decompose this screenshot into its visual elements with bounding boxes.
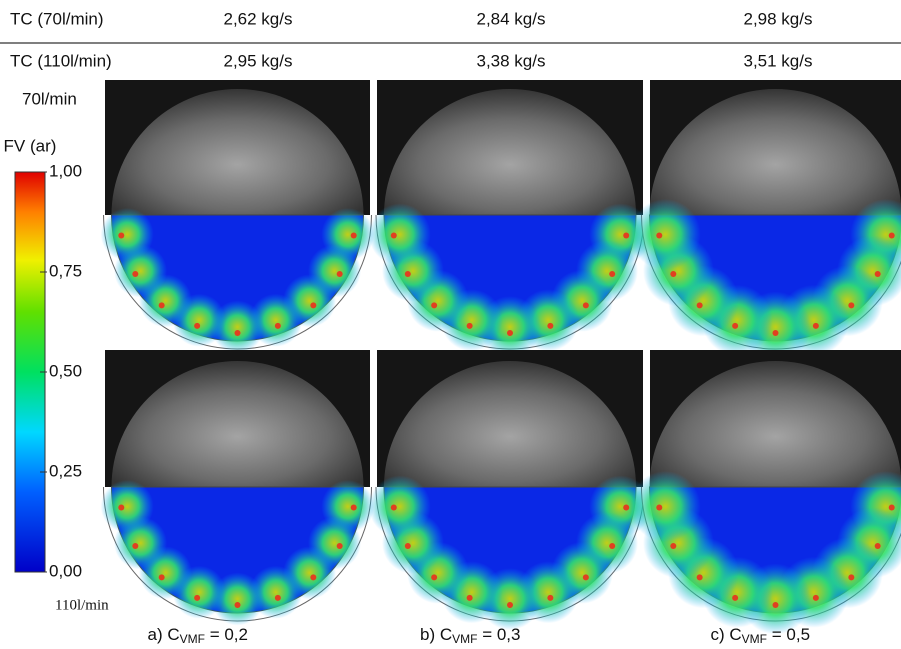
colorbar-tick-label: 0,25 [49, 461, 82, 480]
cfd-jet [467, 595, 473, 601]
cfd-jet [697, 574, 703, 580]
cfd-jet [337, 543, 343, 549]
cfd-jet [813, 595, 819, 601]
colorbar-tick-label: 0,00 [49, 561, 82, 580]
cfd-jet [118, 504, 124, 510]
cfd-jet [583, 302, 589, 308]
cfd-jet [656, 232, 662, 238]
cfd-jet [609, 271, 615, 277]
row-label: TC (70l/min) [10, 9, 104, 28]
cfd-plume [369, 203, 431, 265]
cfd-jet [310, 302, 316, 308]
flow-rate: 2,84 kg/s [477, 9, 546, 28]
caption-part: VMF [180, 632, 205, 646]
cfd-jet [623, 232, 629, 238]
caption-part: = 0,5 [767, 625, 810, 644]
cfd-jet [132, 543, 138, 549]
colorbar-tick-label: 0,50 [49, 361, 82, 380]
cfd-plume [630, 199, 701, 270]
cfd-plume [369, 475, 431, 537]
flow-rate: 2,62 kg/s [224, 9, 293, 28]
flow-rate: 3,38 kg/s [477, 51, 546, 70]
cfd-jet [235, 330, 241, 336]
cfd-jet [848, 302, 854, 308]
cfd-jet [431, 574, 437, 580]
caption: a) CVMF = 0,2 [148, 625, 248, 646]
cfd-jet [656, 504, 662, 510]
cfd-jet [547, 595, 553, 601]
cfd-jet [275, 323, 281, 329]
cfd-jet [507, 602, 513, 608]
cfd-jet [431, 302, 437, 308]
cfd-jet [405, 271, 411, 277]
caption-part: b) C [420, 625, 452, 644]
caption-part: VMF [452, 632, 477, 646]
cfd-jet [194, 595, 200, 601]
cfd-jet [337, 271, 343, 277]
flow-rate: 3,51 kg/s [744, 51, 813, 70]
cfd-plume [101, 480, 154, 533]
cfd-jet [848, 574, 854, 580]
cfd-jet [697, 302, 703, 308]
cfd-jet [889, 504, 895, 510]
cfd-jet [583, 574, 589, 580]
flow-label: 110l/min [55, 597, 109, 613]
cfd-jet [670, 271, 676, 277]
cfd-jet [310, 574, 316, 580]
cfd-jet [275, 595, 281, 601]
cfd-jet [391, 232, 397, 238]
cfd-jet [773, 330, 779, 336]
caption-part: = 0,2 [205, 625, 248, 644]
cfd-jet [351, 504, 357, 510]
caption-part: VMF [742, 632, 767, 646]
caption-part: a) C [148, 625, 180, 644]
cfd-jet [405, 543, 411, 549]
cfd-jet [875, 271, 881, 277]
caption: b) CVMF = 0,3 [420, 625, 520, 646]
cfd-jet [813, 323, 819, 329]
colorbar-tick-label: 1,00 [49, 161, 82, 180]
cfd-jet [875, 543, 881, 549]
caption-part: = 0,3 [477, 625, 520, 644]
cfd-jet [467, 323, 473, 329]
cfd-jet [623, 504, 629, 510]
row-label: TC (110l/min) [10, 51, 112, 70]
cfd-plume [101, 208, 154, 261]
cfd-jet [732, 595, 738, 601]
cfd-plume [630, 471, 701, 542]
cfd-jet [159, 574, 165, 580]
colorbar-title: FV (ar) [4, 136, 57, 155]
cfd-jet [391, 504, 397, 510]
cfd-jet [159, 302, 165, 308]
colorbar-tick-label: 0,75 [49, 261, 82, 280]
cfd-jet [235, 602, 241, 608]
cfd-jet [507, 330, 513, 336]
cfd-jet [889, 232, 895, 238]
cfd-jet [132, 271, 138, 277]
cfd-jet [194, 323, 200, 329]
cfd-jet [351, 232, 357, 238]
cfd-jet [773, 602, 779, 608]
flow-label: 70l/min [22, 89, 77, 108]
flow-rate: 2,98 kg/s [744, 9, 813, 28]
flow-rate: 2,95 kg/s [224, 51, 293, 70]
cfd-jet [670, 543, 676, 549]
cfd-jet [732, 323, 738, 329]
cfd-jet [547, 323, 553, 329]
figure: FV (ar) 70l/min 110l/min a) CVMF = 0,2b)… [0, 0, 901, 649]
cfd-jet [118, 232, 124, 238]
caption-part: c) C [711, 625, 742, 644]
cfd-jet [609, 543, 615, 549]
